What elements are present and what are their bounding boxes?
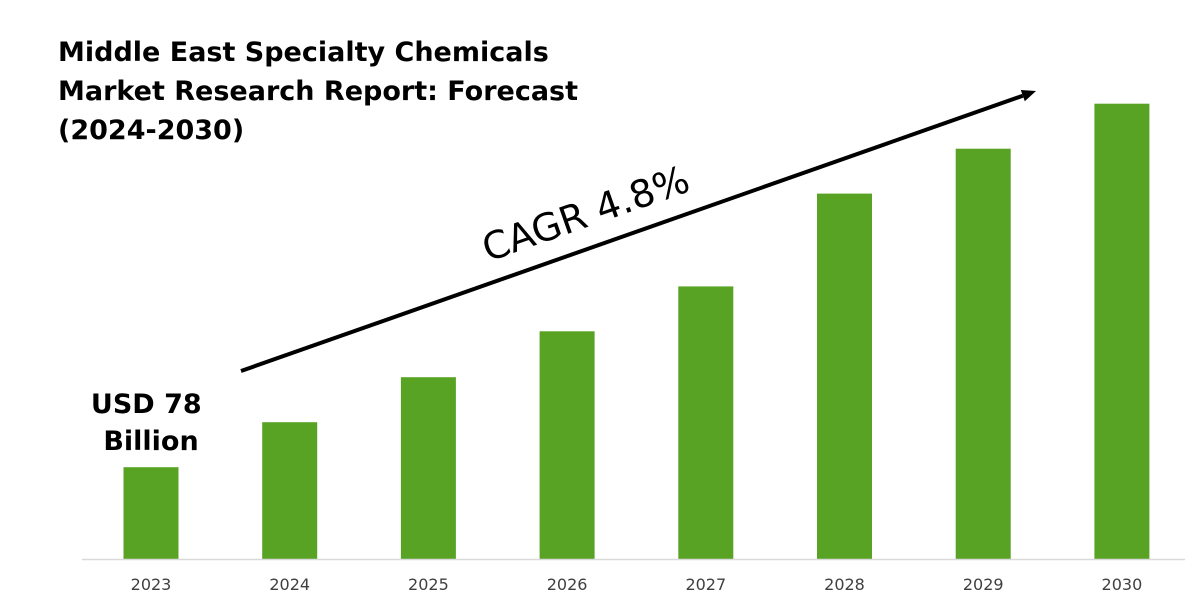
bar-2023 bbox=[123, 467, 179, 559]
x-tick-label-2023: 2023 bbox=[131, 575, 172, 594]
x-tick-label-2029: 2029 bbox=[963, 575, 1004, 594]
x-tick-labels: 2023 2024 2025 2026 2027 2028 2029 2030 bbox=[131, 575, 1143, 594]
x-tick-label-2026: 2026 bbox=[547, 575, 588, 594]
x-tick-label-2027: 2027 bbox=[685, 575, 726, 594]
start-value-annotation: USD 78 Billion bbox=[91, 389, 211, 457]
bar-2029 bbox=[955, 148, 1011, 559]
cagr-arrow bbox=[240, 90, 1036, 373]
bar-2025 bbox=[400, 377, 456, 559]
chart-title-line-2: Market Research Report: Forecast bbox=[58, 76, 578, 107]
x-tick-label-2028: 2028 bbox=[824, 575, 865, 594]
bar-2027 bbox=[678, 286, 734, 559]
bar-2024 bbox=[262, 422, 318, 559]
bars-group bbox=[123, 103, 1150, 559]
x-tick-label-2030: 2030 bbox=[1102, 575, 1143, 594]
cagr-arrow-line bbox=[240, 93, 1024, 373]
cagr-label: CAGR 4.8% bbox=[476, 157, 695, 270]
start-value-line-2: Billion bbox=[103, 426, 198, 457]
x-tick-label-2025: 2025 bbox=[408, 575, 449, 594]
bar-2026 bbox=[539, 331, 595, 559]
chart-title-line-1: Middle East Specialty Chemicals bbox=[58, 37, 549, 68]
bar-2028 bbox=[817, 193, 872, 559]
chart-title: Middle East Specialty Chemicals Market R… bbox=[58, 37, 587, 146]
chart-title-line-3: (2024-2030) bbox=[58, 115, 244, 146]
start-value-line-1: USD 78 bbox=[91, 389, 202, 420]
bar-2030 bbox=[1094, 103, 1150, 559]
x-tick-label-2024: 2024 bbox=[269, 575, 310, 594]
cagr-arrow-head bbox=[1020, 90, 1036, 102]
